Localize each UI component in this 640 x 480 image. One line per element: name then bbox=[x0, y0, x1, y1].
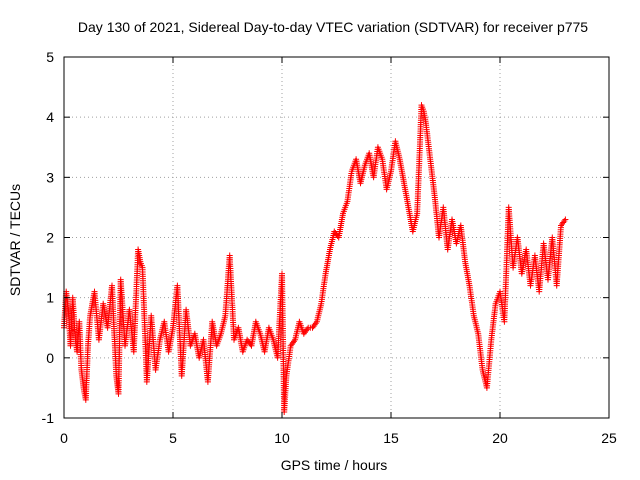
y-tick-label: 5 bbox=[46, 49, 54, 65]
y-tick-label: 0 bbox=[46, 350, 54, 366]
y-tick-label: 4 bbox=[46, 109, 54, 125]
x-tick-label: 0 bbox=[60, 430, 68, 446]
x-tick-label: 5 bbox=[169, 430, 177, 446]
y-tick-label: 3 bbox=[46, 169, 54, 185]
y-tick-label: -1 bbox=[42, 410, 55, 426]
x-tick-label: 10 bbox=[274, 430, 290, 446]
x-axis-label: GPS time / hours bbox=[281, 457, 388, 473]
axis-ticks: 0 5 10 15 20 25 -1 0 1 2 3 4 5 bbox=[42, 49, 617, 446]
x-tick-label: 25 bbox=[601, 430, 617, 446]
y-tick-label: 2 bbox=[46, 230, 54, 246]
data-points bbox=[61, 102, 569, 415]
y-axis-label: SDTVAR / TECUs bbox=[7, 184, 23, 296]
chart-title: Day 130 of 2021, Sidereal Day-to-day VTE… bbox=[78, 19, 588, 35]
data-point bbox=[562, 216, 569, 223]
x-tick-label: 20 bbox=[492, 430, 508, 446]
x-tick-label: 15 bbox=[383, 430, 399, 446]
y-tick-label: 1 bbox=[46, 290, 54, 306]
